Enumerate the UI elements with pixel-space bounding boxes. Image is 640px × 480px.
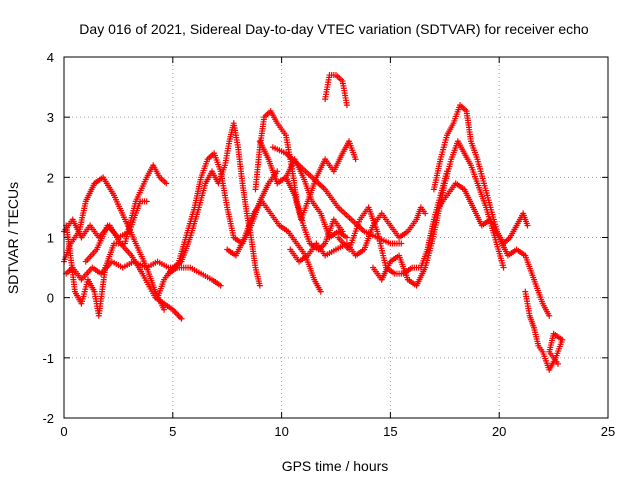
x-tick-label: 25	[601, 424, 615, 439]
series-track-8	[224, 198, 324, 295]
series-track-13	[322, 72, 350, 109]
plus-marker	[217, 282, 224, 289]
series-track-5	[82, 198, 150, 265]
plus-marker	[143, 198, 150, 205]
plus-marker	[546, 312, 553, 319]
plot-frame	[63, 56, 609, 419]
data-marks	[61, 72, 566, 373]
x-tick-label: 20	[492, 424, 506, 439]
plus-marker	[352, 156, 359, 163]
plus-marker	[274, 168, 281, 175]
plus-marker	[343, 102, 350, 109]
plus-marker	[524, 222, 531, 229]
chart-title: Day 016 of 2021, Sidereal Day-to-day VTE…	[79, 21, 589, 37]
y-tick-label: 1	[47, 231, 54, 246]
series-track-4	[63, 162, 170, 319]
y-tick-label: 3	[47, 110, 54, 125]
plus-marker	[554, 360, 561, 367]
series-track-19	[522, 288, 566, 373]
series-track-14	[287, 204, 429, 265]
plus-marker	[317, 288, 324, 295]
x-tick-label: 0	[60, 424, 67, 439]
series-track-7	[165, 150, 281, 277]
series-track-11	[282, 138, 359, 223]
y-tick-label: -2	[42, 411, 54, 426]
axis-ticks: 0 5 10 15 20 25 -2 -1 0 1 2 3 4	[42, 50, 615, 439]
series-track-16	[369, 138, 507, 289]
plus-marker	[343, 234, 350, 241]
series-track-18	[435, 180, 553, 319]
plus-marker	[161, 306, 168, 313]
series-track-12	[269, 144, 405, 247]
series-track-10	[256, 138, 350, 241]
y-tick-label: -1	[42, 351, 54, 366]
x-tick-label: 5	[169, 424, 176, 439]
plus-marker	[422, 210, 429, 217]
series-track-9	[252, 108, 346, 253]
plus-marker	[163, 180, 170, 187]
y-tick-label: 0	[47, 291, 54, 306]
y-tick-label: 2	[47, 170, 54, 185]
y-tick-label: 4	[47, 50, 54, 65]
plus-marker	[500, 264, 507, 271]
plus-marker	[178, 315, 185, 322]
plus-marker	[256, 282, 263, 289]
x-axis-label: GPS time / hours	[282, 458, 389, 474]
y-axis-label: SDTVAR / TECUs	[5, 182, 21, 294]
plus-marker	[398, 240, 405, 247]
x-tick-label: 15	[383, 424, 397, 439]
x-tick-label: 10	[274, 424, 288, 439]
